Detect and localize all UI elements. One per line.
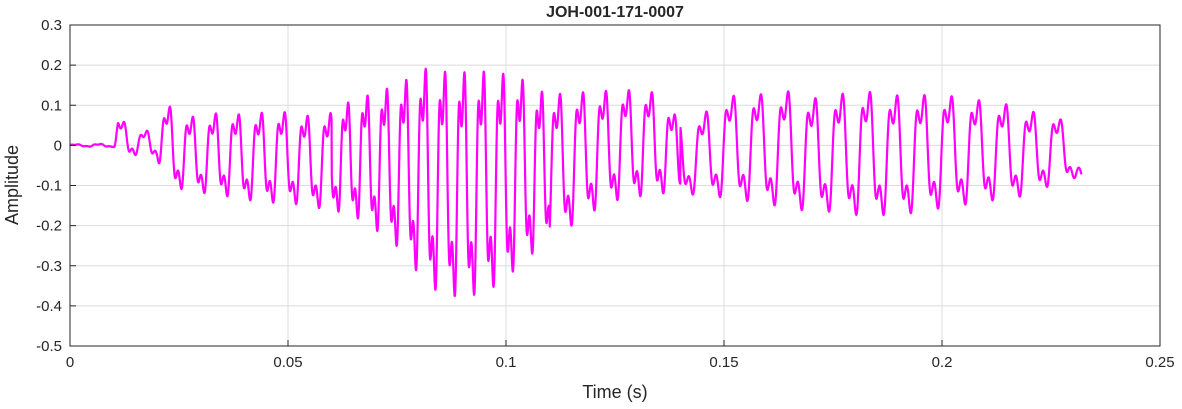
x-axis-label: Time (s) (582, 382, 647, 402)
waveform-line (69, 67, 1083, 298)
x-tick-label: 0 (66, 354, 74, 371)
y-tick-label: -0.4 (36, 298, 62, 315)
y-tick-label: 0.2 (41, 57, 62, 74)
x-tick-labels: 0 0.05 0.1 0.15 0.2 0.25 (66, 354, 1175, 371)
y-tick-label: -0.5 (36, 338, 62, 355)
y-tick-label: 0.1 (41, 97, 62, 114)
y-axis-label: Amplitude (2, 145, 22, 225)
tick-marks (69, 24, 1161, 347)
x-tick-label: 0.25 (1145, 354, 1174, 371)
waveform-layer (69, 67, 1083, 298)
y-tick-label: 0 (54, 137, 62, 154)
y-tick-label: -0.2 (36, 218, 62, 235)
x-tick-label: 0.1 (496, 354, 517, 371)
chart-title: JOH-001-171-0007 (546, 4, 684, 21)
x-tick-label: 0.2 (932, 354, 953, 371)
y-tick-label: -0.1 (36, 178, 62, 195)
x-tick-label: 0.15 (709, 354, 738, 371)
x-tick-label: 0.05 (273, 354, 302, 371)
y-tick-label: -0.3 (36, 258, 62, 275)
y-tick-label: 0.3 (41, 17, 62, 34)
y-tick-labels: 0.3 0.2 0.1 0 -0.1 -0.2 -0.3 -0.4 -0.5 (36, 17, 62, 355)
